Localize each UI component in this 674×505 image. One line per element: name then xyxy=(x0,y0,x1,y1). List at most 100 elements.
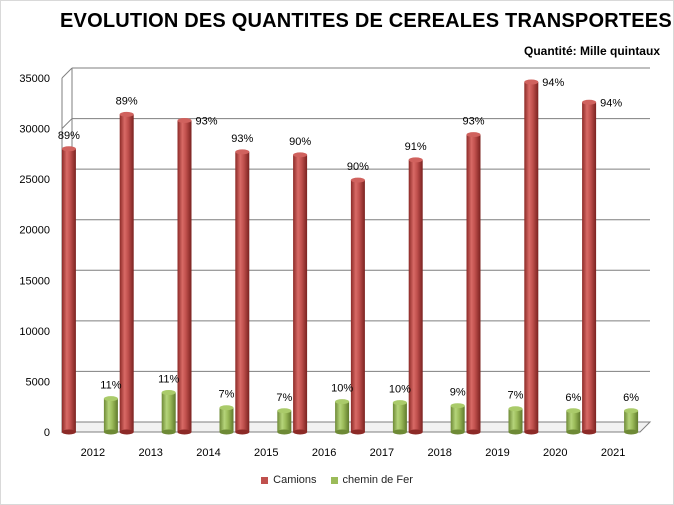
bar-top xyxy=(61,146,76,152)
bar-base xyxy=(392,429,407,435)
y-tick-label: 20000 xyxy=(19,225,50,237)
data-label: 90% xyxy=(347,161,369,173)
bar xyxy=(566,410,581,432)
bar-base xyxy=(103,429,118,435)
bar xyxy=(350,180,365,432)
data-label: 94% xyxy=(542,77,564,89)
x-tick-label: 2012 xyxy=(81,447,105,459)
legend-label-camions: Camions xyxy=(273,474,317,486)
y-tick-label: 25000 xyxy=(19,174,50,186)
bar xyxy=(335,401,350,432)
data-label: 93% xyxy=(231,133,253,145)
bar-top xyxy=(235,149,250,155)
legend-item-camions: Camions xyxy=(261,474,317,486)
bar-top xyxy=(408,157,423,163)
bar-top xyxy=(566,408,581,414)
y-tick-label: 15000 xyxy=(19,275,50,287)
bar-top xyxy=(524,79,539,85)
bar xyxy=(508,408,523,432)
y-tick-label: 5000 xyxy=(26,376,50,388)
gridline-side xyxy=(61,67,73,79)
x-tick-label: 2016 xyxy=(312,447,336,459)
bar-top xyxy=(103,396,118,402)
data-label: 93% xyxy=(195,115,217,127)
bar-base xyxy=(450,429,465,435)
bar xyxy=(450,405,465,432)
x-tick-label: 2019 xyxy=(485,447,509,459)
data-label: 10% xyxy=(331,383,353,395)
bar-top xyxy=(277,408,292,414)
bar-top xyxy=(219,405,234,411)
gridline-side xyxy=(61,118,73,129)
data-label: 7% xyxy=(276,392,292,404)
y-tick-label: 35000 xyxy=(19,73,50,85)
data-label: 6% xyxy=(623,392,639,404)
data-label: 89% xyxy=(58,130,80,142)
bar-base xyxy=(350,429,365,435)
x-tick-label: 2014 xyxy=(196,447,220,459)
bar-base xyxy=(277,429,292,435)
bar-base xyxy=(177,429,192,435)
x-tick-label: 2017 xyxy=(370,447,394,459)
data-label: 94% xyxy=(600,97,622,109)
bar xyxy=(161,392,176,432)
bar-top xyxy=(335,399,350,405)
bar-base xyxy=(161,429,176,435)
bar-top xyxy=(119,111,134,117)
bar xyxy=(235,151,250,432)
data-label: 7% xyxy=(508,390,524,402)
bar-top xyxy=(293,152,308,158)
x-tick-label: 2020 xyxy=(543,447,567,459)
data-label: 91% xyxy=(405,141,427,153)
bar xyxy=(392,402,407,432)
bar-base xyxy=(624,429,639,435)
bar-top xyxy=(466,132,481,138)
bar-top xyxy=(392,400,407,406)
x-tick-label: 2018 xyxy=(427,447,451,459)
x-tick-label: 2015 xyxy=(254,447,278,459)
bar xyxy=(277,410,292,432)
y-tick-label: 0 xyxy=(44,427,50,439)
bar-top xyxy=(624,408,639,414)
bar-top xyxy=(177,117,192,123)
bar xyxy=(408,159,423,432)
data-label: 6% xyxy=(565,392,581,404)
bar-base xyxy=(566,429,581,435)
bar-base xyxy=(408,429,423,435)
bar xyxy=(177,120,192,432)
chart-subtitle: Quantité: Mille quintaux xyxy=(523,44,660,58)
data-label: 90% xyxy=(289,136,311,148)
x-tick-label: 2021 xyxy=(601,447,625,459)
data-label: 10% xyxy=(389,384,411,396)
bar xyxy=(624,410,639,432)
data-label: 11% xyxy=(100,380,121,392)
bar-base xyxy=(219,429,234,435)
bar-base xyxy=(466,429,481,435)
bar-top xyxy=(508,406,523,412)
bar-base xyxy=(61,429,76,435)
legend-label-chemin-de-fer: chemin de Fer xyxy=(342,474,413,486)
bar-top xyxy=(161,390,176,396)
bar xyxy=(119,114,134,432)
bar-base xyxy=(335,429,350,435)
legend: Camions chemin de Fer xyxy=(0,474,674,486)
bar-base xyxy=(524,429,539,435)
y-tick-label: 10000 xyxy=(19,326,50,338)
bar-top xyxy=(582,99,597,105)
bar xyxy=(466,134,481,432)
x-tick-label: 2013 xyxy=(138,447,162,459)
bar-base xyxy=(119,429,134,435)
data-label: 11% xyxy=(158,374,179,386)
data-label: 89% xyxy=(116,95,138,107)
data-label: 7% xyxy=(219,389,235,401)
bar xyxy=(103,398,118,432)
bar xyxy=(524,82,539,432)
bar xyxy=(61,148,76,433)
bar-base xyxy=(582,429,597,435)
legend-item-chemin-de-fer: chemin de Fer xyxy=(330,474,413,486)
bar-base xyxy=(508,429,523,435)
bar-top xyxy=(450,403,465,409)
bar xyxy=(582,102,597,432)
legend-swatch-camions xyxy=(261,476,269,484)
